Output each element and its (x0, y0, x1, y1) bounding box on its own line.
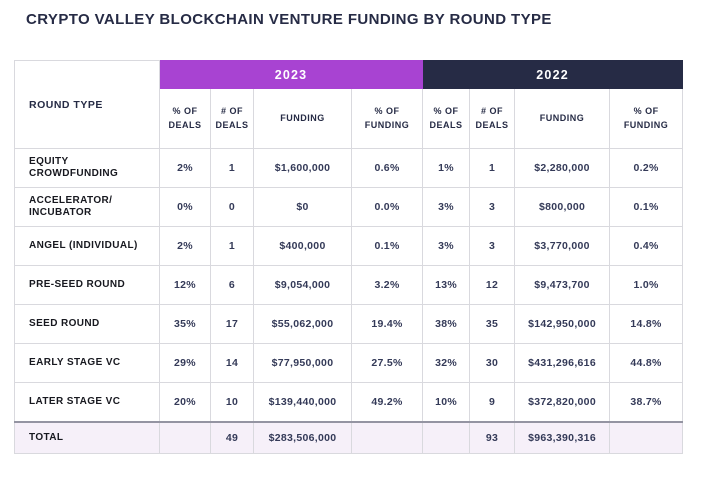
header-2023-funding: FUNDING (253, 88, 352, 149)
cell-2023-pct-funding: 19.4% (350, 304, 424, 344)
cell-2023-pct-funding: 27.5% (350, 343, 424, 383)
sub-header-row: % OF DEALS # OF DEALS FUNDING % OF FUNDI… (15, 88, 684, 149)
table-row: ACCELERATOR/ INCUBATOR 0% 0 $0 0.0% 3% 3 $800,0… (14, 187, 684, 227)
cell-2023-num-deals: 17 (210, 304, 254, 344)
cell-2023-pct-funding: 49.2% (350, 382, 424, 422)
cell-2022-pct-funding: 44.8% (609, 343, 684, 383)
cell-2023-pct-deals: 0% (159, 187, 211, 227)
cell-2023-pct-deals: 12% (159, 265, 211, 305)
row-label: EQUITY CROWDFUNDING (14, 148, 160, 188)
table-row: LATER STAGE VC 20% 10 $139,440,000 49.2% 10% 9… (14, 382, 684, 422)
page-title: CRYPTO VALLEY BLOCKCHAIN VENTURE FUNDING… (26, 11, 552, 28)
total-row: TOTAL 49 $283,506,000 93 $963,390,316 (14, 420, 684, 454)
cell-2022-pct-deals: 3% (422, 187, 471, 227)
cell-2022-num-deals: 35 (469, 304, 516, 344)
cell-2022-funding: $142,950,000 (514, 304, 611, 344)
header-2023-pct-deals: % OF DEALS (159, 88, 211, 149)
cell-2022-funding: $2,280,000 (514, 148, 611, 188)
header-2022-num-deals: # OF DEALS (469, 88, 516, 149)
table-row: PRE-SEED ROUND 12% 6 $9,054,000 3.2% 13% 12 $9,… (14, 265, 684, 305)
cell-2023-funding: $1,600,000 (253, 148, 352, 188)
header-2023-pct-funding: % OF FUNDING (350, 88, 424, 149)
round-type-header: ROUND TYPE (14, 60, 160, 149)
cell-2023-num-deals: 1 (210, 148, 254, 188)
cell-2023-funding: $400,000 (253, 226, 352, 266)
cell-2022-pct-funding: 38.7% (609, 382, 684, 422)
cell-2022-pct-funding: 0.2% (609, 148, 684, 188)
cell-2022-num-deals: 9 (469, 382, 516, 422)
row-label: PRE-SEED ROUND (14, 265, 160, 305)
cell-2022-pct-funding: 0.1% (609, 187, 684, 227)
table-row: SEED ROUND 35% 17 $55,062,000 19.4% 38% 35 $142… (14, 304, 684, 344)
cell-2022-funding: $3,770,000 (514, 226, 611, 266)
cell-2023-pct-funding: 3.2% (350, 265, 424, 305)
header-2022-pct-deals: % OF DEALS (422, 88, 471, 149)
total-row-label: TOTAL (14, 420, 160, 454)
cell-2023-pct-funding: 0.1% (350, 226, 424, 266)
year-header-2023: 2023 (158, 60, 424, 89)
cell-2023-pct-deals: 2% (159, 148, 211, 188)
row-label: SEED ROUND (14, 304, 160, 344)
cell-2023-funding: $55,062,000 (253, 304, 352, 344)
cell-2023-num-deals: 10 (210, 382, 254, 422)
cell-2022-num-deals: 93 (469, 420, 516, 454)
cell-2023-pct-deals: 35% (159, 304, 211, 344)
year-header-2022: 2022 (422, 60, 684, 89)
table-body: EQUITY CROWDFUNDING 2% 1 $1,600,000 0.6% 1% 1 $… (14, 148, 684, 454)
cell-2023-num-deals: 14 (210, 343, 254, 383)
cell-2022-funding: $372,820,000 (514, 382, 611, 422)
cell-2022-pct-funding (609, 420, 684, 454)
cell-2022-funding: $963,390,316 (514, 420, 611, 454)
cell-2022-pct-deals: 3% (422, 226, 471, 266)
cell-2022-pct-deals: 1% (422, 148, 471, 188)
funding-table: ROUND TYPE 2023 2022 % OF DEALS # OF DEA… (14, 60, 684, 454)
row-label: EARLY STAGE VC (14, 343, 160, 383)
cell-2023-pct-deals: 29% (159, 343, 211, 383)
cell-2022-funding: $431,296,616 (514, 343, 611, 383)
cell-2023-funding: $77,950,000 (253, 343, 352, 383)
cell-2022-pct-deals: 32% (422, 343, 471, 383)
row-label: ACCELERATOR/ INCUBATOR (14, 187, 160, 227)
cell-2022-funding: $800,000 (514, 187, 611, 227)
cell-2023-pct-funding: 0.6% (350, 148, 424, 188)
cell-2023-funding: $139,440,000 (253, 382, 352, 422)
cell-2023-pct-funding: 0.0% (350, 187, 424, 227)
cell-2022-pct-deals: 13% (422, 265, 471, 305)
cell-2022-num-deals: 3 (469, 187, 516, 227)
table-row: EQUITY CROWDFUNDING 2% 1 $1,600,000 0.6% 1% 1 $… (14, 148, 684, 188)
cell-2022-pct-deals (422, 420, 471, 454)
header-2023-num-deals: # OF DEALS (210, 88, 254, 149)
cell-2022-pct-funding: 0.4% (609, 226, 684, 266)
cell-2023-num-deals: 0 (210, 187, 254, 227)
cell-2022-num-deals: 12 (469, 265, 516, 305)
cell-2022-num-deals: 1 (469, 148, 516, 188)
table-row: EARLY STAGE VC 29% 14 $77,950,000 27.5% 32% 30… (14, 343, 684, 383)
cell-2022-pct-funding: 1.0% (609, 265, 684, 305)
cell-2023-pct-deals (159, 420, 211, 454)
cell-2023-pct-deals: 2% (159, 226, 211, 266)
cell-2022-num-deals: 3 (469, 226, 516, 266)
year-group-header-row: ROUND TYPE 2023 2022 (14, 60, 684, 149)
cell-2023-funding: $9,054,000 (253, 265, 352, 305)
cell-2022-num-deals: 30 (469, 343, 516, 383)
cell-2023-funding: $283,506,000 (253, 420, 352, 454)
cell-2022-pct-deals: 38% (422, 304, 471, 344)
header-2022-pct-funding: % OF FUNDING (609, 88, 684, 149)
row-label: ANGEL (INDIVIDUAL) (14, 226, 160, 266)
cell-2023-num-deals: 6 (210, 265, 254, 305)
cell-2023-num-deals: 1 (210, 226, 254, 266)
table-row: ANGEL (INDIVIDUAL) 2% 1 $400,000 0.1% 3% 3 $3,7… (14, 226, 684, 266)
cell-2022-pct-funding: 14.8% (609, 304, 684, 344)
cell-2022-funding: $9,473,700 (514, 265, 611, 305)
funding-table-container: ROUND TYPE 2023 2022 % OF DEALS # OF DEA… (14, 60, 684, 454)
cell-2023-num-deals: 49 (210, 420, 254, 454)
cell-2023-pct-deals: 20% (159, 382, 211, 422)
row-label: LATER STAGE VC (14, 382, 160, 422)
cell-2022-pct-deals: 10% (422, 382, 471, 422)
cell-2023-pct-funding (350, 420, 424, 454)
cell-2023-funding: $0 (253, 187, 352, 227)
header-2022-funding: FUNDING (514, 88, 611, 149)
